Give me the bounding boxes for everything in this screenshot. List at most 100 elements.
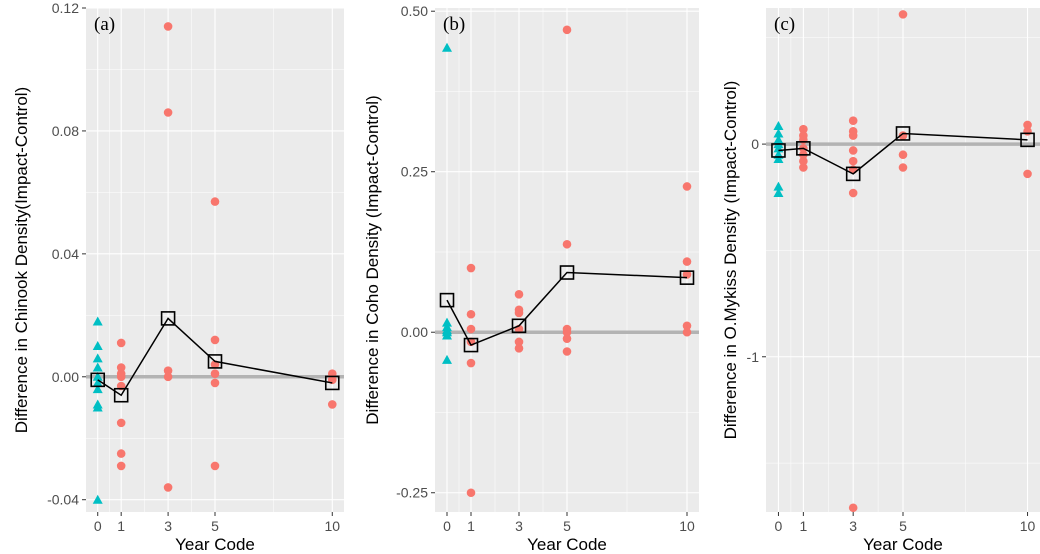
treatment-point bbox=[848, 116, 858, 126]
treatment-point bbox=[514, 337, 524, 347]
x-tick-label: 5 bbox=[563, 518, 571, 534]
treatment-point bbox=[848, 503, 858, 512]
mean-line bbox=[778, 132, 1028, 175]
treatment-point bbox=[898, 10, 908, 19]
treatment-point bbox=[116, 363, 126, 372]
treatment-point bbox=[682, 257, 692, 266]
treatment-point bbox=[848, 156, 858, 166]
baseline-point bbox=[92, 402, 103, 412]
x-tick-label: 0 bbox=[94, 518, 102, 534]
treatment-point bbox=[210, 197, 220, 206]
treatment-point bbox=[116, 461, 126, 471]
x-tick-label: 10 bbox=[679, 518, 695, 534]
baseline-point bbox=[442, 42, 452, 52]
treatment-point bbox=[163, 22, 173, 31]
baseline-point bbox=[92, 384, 103, 394]
treatment-point bbox=[682, 182, 692, 191]
baseline-point bbox=[442, 354, 452, 364]
x-tick-label: 0 bbox=[443, 518, 451, 534]
treatment-point bbox=[848, 188, 858, 198]
treatment-point bbox=[562, 327, 572, 337]
y-tick-label: 0.04 bbox=[52, 246, 79, 262]
treatment-point bbox=[116, 418, 126, 428]
baseline-point bbox=[92, 494, 103, 504]
treatment-point bbox=[163, 366, 173, 375]
mean-square-marker bbox=[845, 166, 861, 182]
treatment-point bbox=[210, 378, 220, 388]
y-tick-label: 0.25 bbox=[401, 164, 428, 180]
treatment-point bbox=[514, 290, 524, 299]
treatment-point bbox=[799, 135, 808, 145]
y-axis-title: Difference in Coho Density (Impact-Contr… bbox=[363, 95, 382, 424]
baseline-point bbox=[773, 153, 784, 163]
treatment-point bbox=[116, 338, 126, 348]
x-tick-label: 10 bbox=[324, 518, 340, 534]
y-tick-label: 0.00 bbox=[401, 324, 428, 340]
treatment-point bbox=[1023, 169, 1032, 179]
x-axis-title: Year Code bbox=[863, 535, 943, 554]
treatment-point bbox=[163, 108, 173, 117]
y-tick-label: 0.50 bbox=[401, 3, 428, 19]
panel-label: (c) bbox=[774, 14, 795, 35]
mean-square-marker bbox=[463, 337, 479, 353]
baseline-point bbox=[92, 353, 103, 363]
treatment-point bbox=[514, 343, 524, 353]
baseline-point bbox=[442, 330, 452, 340]
mean-square-marker bbox=[207, 354, 223, 369]
mean-square-marker bbox=[559, 265, 575, 280]
panel-label: (a) bbox=[94, 14, 115, 35]
y-tick-label: -1 bbox=[747, 349, 760, 365]
treatment-point bbox=[327, 400, 337, 409]
baseline-point bbox=[773, 181, 784, 191]
treatment-point bbox=[562, 25, 572, 35]
treatment-point bbox=[562, 239, 572, 249]
mean-line bbox=[97, 317, 333, 397]
treatment-point bbox=[682, 327, 692, 337]
treatment-point bbox=[799, 163, 808, 172]
x-tick-label: 5 bbox=[211, 518, 219, 534]
treatment-point bbox=[898, 163, 908, 172]
treatment-point bbox=[466, 309, 476, 319]
y-tick-label: 0 bbox=[751, 136, 759, 152]
treatment-point bbox=[210, 369, 220, 379]
mean-square-marker bbox=[1020, 132, 1035, 148]
x-tick-label: 1 bbox=[799, 518, 807, 534]
baseline-point bbox=[773, 128, 784, 138]
treatment-point bbox=[848, 146, 858, 155]
treatment-point bbox=[163, 372, 173, 382]
x-tick-label: 0 bbox=[775, 518, 783, 534]
treatment-point bbox=[163, 483, 173, 492]
panel-0: -0.04 0.00 0.04 0.08 0.12 0 1 3 5 10 Year Code Diff… bbox=[12, 0, 344, 554]
mean-square-marker bbox=[895, 126, 911, 141]
mean-square-marker bbox=[771, 143, 786, 158]
baseline-point bbox=[92, 377, 103, 387]
treatment-point bbox=[682, 321, 692, 331]
treatment-point bbox=[682, 270, 692, 279]
y-tick-label: 0.08 bbox=[52, 123, 79, 139]
x-tick-label: 1 bbox=[117, 518, 125, 534]
x-axis-title: Year Code bbox=[527, 535, 607, 554]
treatment-point bbox=[466, 358, 476, 368]
y-tick-label: -0.04 bbox=[47, 492, 79, 508]
x-tick-label: 5 bbox=[899, 518, 907, 534]
x-tick-label: 10 bbox=[1020, 518, 1036, 534]
treatment-point bbox=[116, 449, 126, 458]
treatment-point bbox=[466, 324, 476, 334]
treatment-point bbox=[210, 335, 220, 345]
baseline-point bbox=[92, 371, 103, 381]
mean-square-marker bbox=[796, 141, 811, 156]
treatment-point bbox=[466, 488, 476, 498]
y-axis-title: Difference in Chinook Density(Impact-Con… bbox=[12, 87, 31, 433]
mean-square-marker bbox=[90, 372, 106, 388]
treatment-point bbox=[210, 461, 220, 471]
baseline-point bbox=[92, 341, 103, 351]
treatment-point bbox=[116, 372, 126, 382]
baseline-point bbox=[92, 316, 103, 326]
mean-square-marker bbox=[160, 311, 176, 326]
treatment-point bbox=[514, 308, 524, 318]
x-axis-title: Year Code bbox=[175, 535, 255, 554]
treatment-point bbox=[799, 124, 808, 134]
y-tick-label: 0.00 bbox=[52, 369, 79, 385]
